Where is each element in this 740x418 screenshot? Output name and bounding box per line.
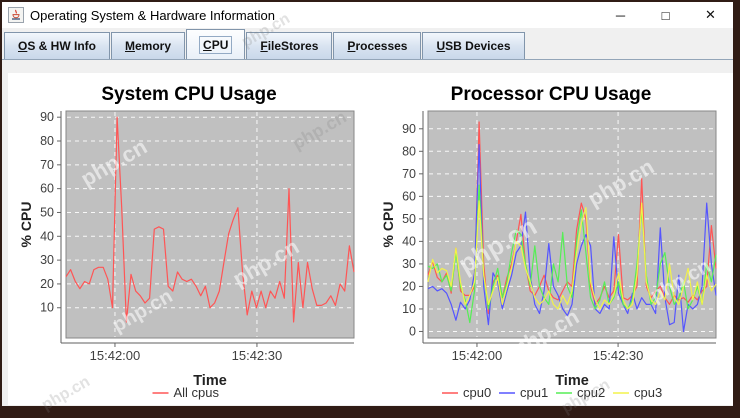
java-app-icon xyxy=(8,7,24,23)
y-axis-title: % CPU xyxy=(18,202,34,248)
y-tick-label: 30 xyxy=(40,253,54,267)
series-line-all-cpus xyxy=(65,116,355,323)
tab-label: OS & HW Info xyxy=(18,39,96,53)
tab-memory[interactable]: Memory xyxy=(111,32,186,59)
chart-title: Processor CPU Usage xyxy=(451,84,652,105)
tab-processes[interactable]: Processes xyxy=(333,32,422,59)
java-coffee-cup-icon xyxy=(12,9,20,20)
tab-usb-devices[interactable]: USB Devices xyxy=(422,32,525,59)
series-line-cpu3 xyxy=(427,200,717,310)
plot-area xyxy=(65,110,355,339)
window-title: Operating System & Hardware Information xyxy=(30,7,275,23)
chart-title: System CPU Usage xyxy=(101,84,276,105)
minimize-button[interactable]: ─ xyxy=(598,2,643,28)
tab-os-hw-info[interactable]: OS & HW Info xyxy=(4,32,110,59)
tab-filestores[interactable]: FileStores xyxy=(246,32,333,59)
tab-bar: OS & HW Info Memory CPU FileStores Processes… xyxy=(2,28,733,60)
y-tick-label: 50 xyxy=(402,212,416,226)
y-tick-label: 10 xyxy=(402,302,416,316)
y-tick-label: 50 xyxy=(40,205,54,219)
x-tick-label: 15:42:30 xyxy=(232,348,283,363)
processor-cpu-chart: Processor CPU Usage 0 10 20 30 40 50 60 70 80 90 15… xyxy=(370,73,733,405)
chart-legend: cpu0 cpu1 cpu2 cpu3 xyxy=(442,385,662,400)
y-tick-label: 60 xyxy=(402,189,416,203)
tab-label: Processes xyxy=(347,39,408,53)
window-controls: ─ □ ✕ xyxy=(598,2,733,28)
y-tick-label: 40 xyxy=(40,229,54,243)
x-tick-label: 15:42:00 xyxy=(452,348,503,363)
legend-label-cpu3: cpu3 xyxy=(634,385,662,400)
tab-label: USB Devices xyxy=(436,39,511,53)
chart-legend: All cpus xyxy=(152,385,220,400)
x-axis-title: Time xyxy=(193,373,227,389)
system-cpu-chart-svg: System CPU Usage 10 20 30 40 50 60 70 80 90 15:42:… xyxy=(18,84,355,400)
processor-cpu-chart-svg: Processor CPU Usage 0 10 20 30 40 50 60 70 80 90 15… xyxy=(380,84,717,400)
legend-label-all-cpus: All cpus xyxy=(174,385,220,400)
y-tick-label: 30 xyxy=(402,257,416,271)
system-cpu-chart: System CPU Usage 10 20 30 40 50 60 70 80 90 15:42:… xyxy=(8,73,370,405)
y-tick-label: 90 xyxy=(402,122,416,136)
y-tick-label: 70 xyxy=(40,158,54,172)
y-axis-title: % CPU xyxy=(380,202,396,248)
close-button[interactable]: ✕ xyxy=(688,2,733,28)
y-tick-label: 60 xyxy=(40,182,54,196)
y-tick-label: 20 xyxy=(402,279,416,293)
y-tick-label: 20 xyxy=(40,277,54,291)
y-tick-label: 70 xyxy=(402,167,416,181)
y-tick-label: 90 xyxy=(40,110,54,124)
legend-label-cpu2: cpu2 xyxy=(577,385,605,400)
tab-label: Memory xyxy=(125,39,172,53)
tab-cpu[interactable]: CPU xyxy=(186,29,246,59)
x-axis-title: Time xyxy=(555,373,589,389)
x-tick-label: 15:42:00 xyxy=(90,348,141,363)
tab-label: CPU xyxy=(200,37,231,53)
tab-label: FileStores xyxy=(260,39,319,53)
y-tick-label: 40 xyxy=(402,234,416,248)
y-tick-label: 0 xyxy=(409,324,416,338)
y-tick-label: 10 xyxy=(40,301,54,315)
x-tick-label: 15:42:30 xyxy=(593,348,644,363)
maximize-button[interactable]: □ xyxy=(643,2,688,28)
legend-label-cpu1: cpu1 xyxy=(520,385,548,400)
series-line-cpu1 xyxy=(427,143,717,333)
app-window: Operating System & Hardware Information … xyxy=(2,2,733,406)
y-tick-label: 80 xyxy=(40,134,54,148)
title-bar: Operating System & Hardware Information … xyxy=(2,2,733,28)
y-tick-label: 80 xyxy=(402,144,416,158)
legend-label-cpu0: cpu0 xyxy=(463,385,491,400)
content-panel: System CPU Usage 10 20 30 40 50 60 70 80 90 15:42:… xyxy=(2,60,733,406)
